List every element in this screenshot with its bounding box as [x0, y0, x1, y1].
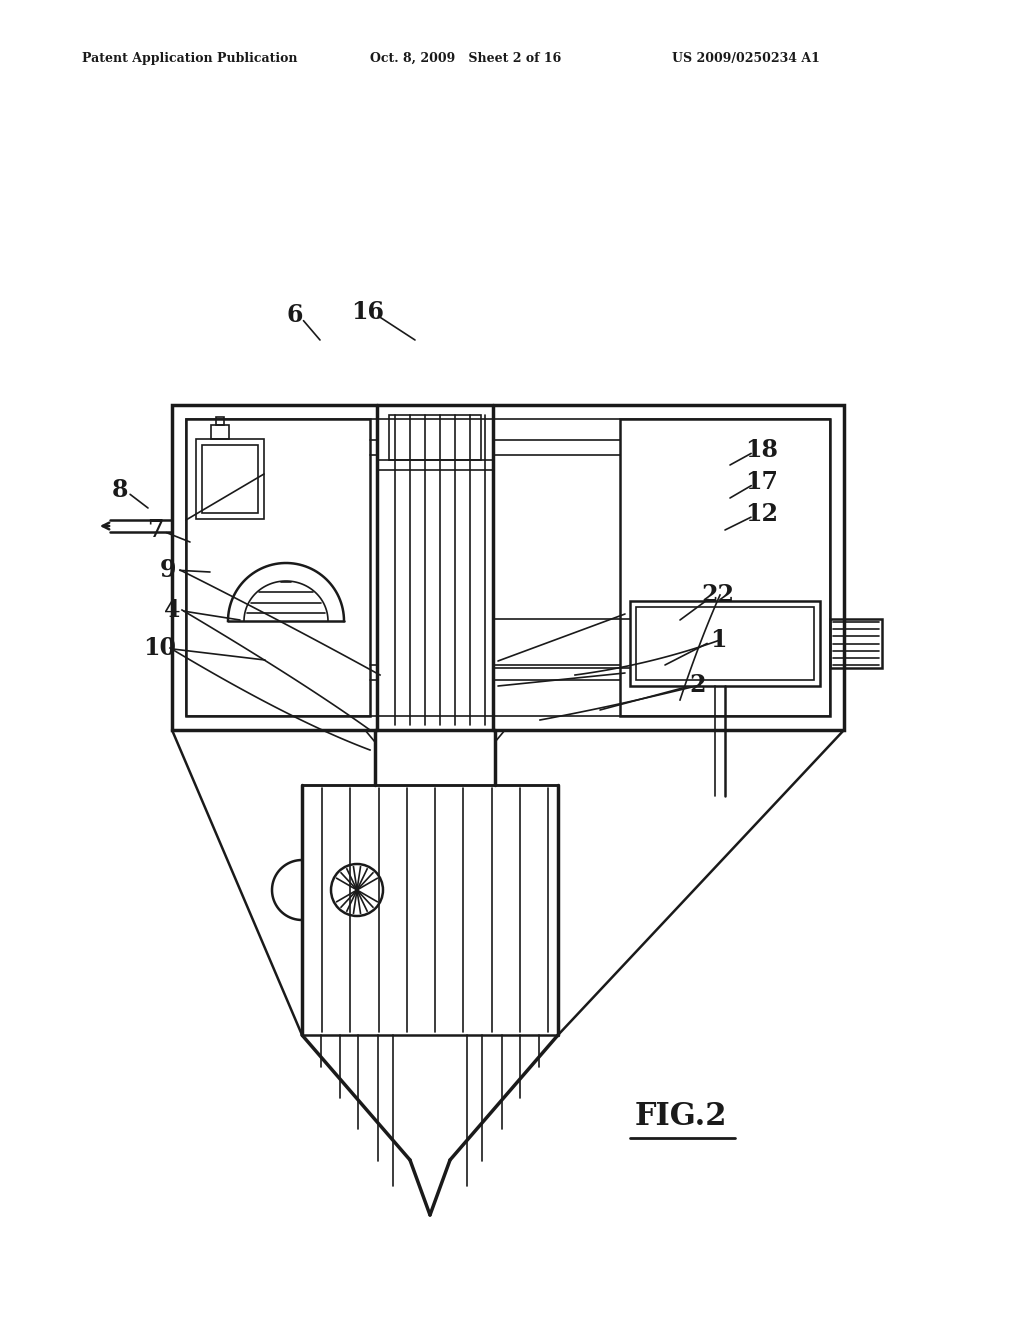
Bar [389, 414, 481, 459]
Text: 22: 22 [701, 583, 734, 607]
Bar [620, 418, 830, 715]
Text: US 2009/0250234 A1: US 2009/0250234 A1 [672, 51, 820, 65]
Bar [636, 607, 814, 680]
Text: 16: 16 [351, 300, 384, 323]
Bar [830, 619, 882, 668]
Bar [202, 445, 258, 513]
Bar [196, 440, 264, 519]
Bar [172, 405, 844, 730]
Bar [630, 601, 820, 686]
Text: 2: 2 [690, 673, 707, 697]
Text: 6: 6 [287, 304, 303, 327]
Text: Oct. 8, 2009   Sheet 2 of 16: Oct. 8, 2009 Sheet 2 of 16 [370, 51, 561, 65]
Text: Patent Application Publication: Patent Application Publication [82, 51, 298, 65]
Bar [186, 418, 370, 715]
Text: 9: 9 [160, 558, 176, 582]
Text: 7: 7 [146, 517, 163, 543]
Text: 4: 4 [164, 598, 180, 622]
Text: FIG.2: FIG.2 [635, 1101, 727, 1133]
Bar [186, 418, 830, 715]
Text: 12: 12 [745, 502, 778, 525]
Bar [211, 425, 229, 440]
Text: 17: 17 [745, 470, 778, 494]
Text: 10: 10 [143, 636, 176, 660]
Text: 18: 18 [745, 438, 778, 462]
Text: 1: 1 [710, 628, 726, 652]
Bar [216, 417, 224, 425]
Text: 8: 8 [112, 478, 128, 502]
